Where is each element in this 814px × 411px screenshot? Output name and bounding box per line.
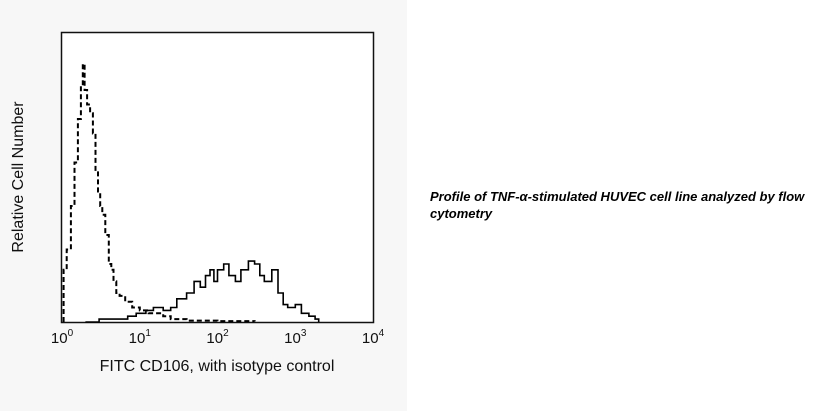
- cd106-series: [85, 260, 320, 323]
- tick-base: 10: [206, 330, 224, 347]
- tick-exponent: 3: [300, 328, 307, 339]
- figure-caption: Profile of TNF-α-stimulated HUVEC cell l…: [430, 189, 805, 221]
- x-tick-label: 101: [129, 328, 151, 347]
- tick-base: 10: [128, 330, 146, 347]
- tick-base: 10: [284, 330, 301, 347]
- tick-base: 10: [361, 330, 379, 347]
- x-tick-label: 104: [362, 328, 384, 347]
- x-tick-label: 100: [51, 328, 73, 347]
- tick-exponent: 2: [223, 328, 229, 339]
- histogram-plot: [60, 31, 375, 324]
- tick-exponent: 0: [67, 328, 74, 339]
- tick-base: 10: [50, 330, 68, 347]
- tick-exponent: 1: [145, 328, 151, 339]
- y-axis-label: Relative Cell Number: [10, 101, 27, 253]
- x-tick-label: 103: [284, 328, 306, 347]
- tick-exponent: 4: [378, 328, 385, 339]
- x-axis-label: FITC CD106, with isotype control: [99, 358, 335, 375]
- isotype-control-series: [62, 62, 256, 323]
- x-tick-label: 102: [206, 328, 228, 347]
